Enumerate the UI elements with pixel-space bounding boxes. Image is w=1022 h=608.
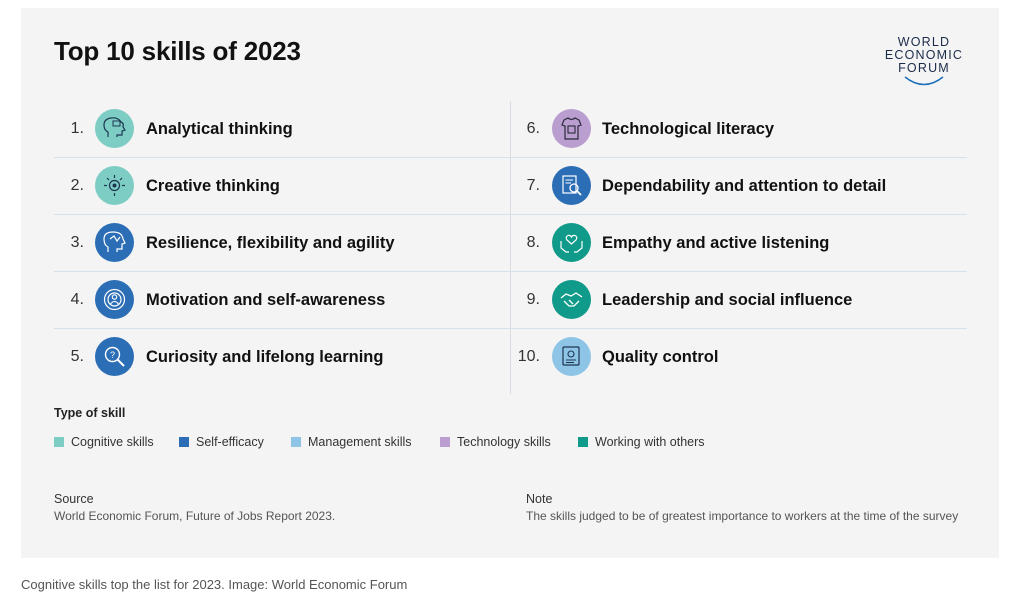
skill-row: 6. Technological literacy (510, 101, 967, 158)
skill-label: Curiosity and lifelong learning (146, 348, 384, 366)
infographic-card: Top 10 skills of 2023 WORLD ECONOMIC FOR… (21, 8, 999, 558)
legend-label: Working with others (595, 435, 705, 449)
skill-row: 9. Leadership and social influence (510, 272, 967, 329)
wef-logo: WORLD ECONOMIC FORUM (879, 36, 969, 96)
logo-line-1: WORLD (897, 35, 951, 49)
source-label: Source (54, 492, 94, 506)
skill-rank: 1. (70, 120, 84, 137)
skill-label: Motivation and self-awareness (146, 291, 386, 309)
row-separator (54, 157, 510, 158)
skill-label: Dependability and attention to detail (602, 177, 887, 195)
skill-label: Empathy and active listening (602, 234, 830, 252)
legend-label: Management skills (308, 435, 412, 449)
source-text: World Economic Forum, Future of Jobs Rep… (54, 509, 336, 523)
svg-text:?: ? (110, 350, 115, 360)
chip-shirt-icon (552, 109, 591, 148)
lightbulb-head-icon (95, 166, 134, 205)
column-divider (510, 101, 511, 394)
legend-swatch (440, 437, 450, 447)
magnifier-question-icon: ? (95, 337, 134, 376)
certificate-icon (552, 337, 591, 376)
skill-rank: 8. (526, 234, 540, 251)
legend-swatch (179, 437, 189, 447)
row-separator (510, 328, 967, 329)
logo-line-3: FORUM (898, 61, 950, 75)
skill-label: Leadership and social influence (602, 291, 853, 309)
skill-row: 4. Motivation and self-awareness (54, 272, 510, 329)
skill-row: 10. Quality control (510, 329, 967, 386)
legend-label: Self-efficacy (196, 435, 264, 449)
row-separator (510, 214, 967, 215)
legend-title: Type of skill (54, 406, 126, 420)
row-separator (54, 328, 510, 329)
skill-rank: 9. (526, 291, 540, 308)
skill-rank: 3. (70, 234, 84, 251)
legend-label: Cognitive skills (71, 435, 154, 449)
resilience-head-icon (95, 223, 134, 262)
skill-row: 2. Creative thinking (54, 158, 510, 215)
legend-swatch (578, 437, 588, 447)
skill-label: Resilience, flexibility and agility (146, 234, 395, 252)
skill-label: Analytical thinking (146, 120, 293, 138)
skill-rank: 7. (526, 177, 540, 194)
skill-row: 7. Dependability and attention to detail (510, 158, 967, 215)
skill-rank: 10. (517, 348, 540, 365)
row-separator (54, 271, 510, 272)
skill-row: 8. Empathy and active listening (510, 215, 967, 272)
skill-rank: 6. (526, 120, 540, 137)
skill-rank: 4. (70, 291, 84, 308)
document-magnifier-icon (552, 166, 591, 205)
skill-rank: 2. (70, 177, 84, 194)
skill-label: Technological literacy (602, 120, 775, 138)
heart-hands-icon (552, 223, 591, 262)
row-separator (510, 271, 967, 272)
skill-label: Quality control (602, 348, 719, 366)
chart-title: Top 10 skills of 2023 (54, 36, 301, 66)
image-caption: Cognitive skills top the list for 2023. … (21, 577, 408, 592)
skill-row: 3. Resilience, flexibility and agility (54, 215, 510, 272)
brain-icon (95, 109, 134, 148)
handshake-icon (552, 280, 591, 319)
legend-swatch (54, 437, 64, 447)
row-separator (54, 214, 510, 215)
note-text: The skills judged to be of greatest impo… (526, 509, 959, 523)
row-separator (510, 157, 967, 158)
legend-swatch (291, 437, 301, 447)
logo-arc-icon (904, 76, 944, 86)
legend-label: Technology skills (457, 435, 551, 449)
skill-row: 5.? Curiosity and lifelong learning (54, 329, 510, 386)
logo-line-2: ECONOMIC (884, 48, 964, 62)
person-target-icon (95, 280, 134, 319)
note-label: Note (526, 492, 553, 506)
skill-label: Creative thinking (146, 177, 280, 195)
skill-row: 1. Analytical thinking (54, 101, 510, 158)
skill-rank: 5. (70, 348, 84, 365)
